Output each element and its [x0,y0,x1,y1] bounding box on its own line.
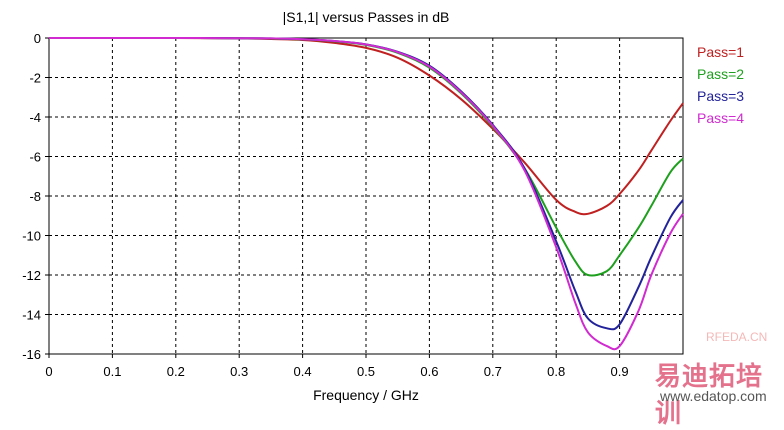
x-tick-label: 0 [45,364,52,379]
legend-entry: Pass=4 [697,110,744,126]
x-axis-ticks: 0 0.1 0.2 0.3 0.4 0.5 0.6 0.7 0.8 0.9 [45,354,629,379]
series-line-pass-4 [48,37,684,351]
y-tick-label: -16 [22,347,41,362]
chart-svg: |S1,1| versus Passes in dB 0 -2 -4 -6 -8 -10 -… [22,9,744,403]
x-tick-label: 0.4 [294,364,312,379]
y-tick-label: -8 [29,189,41,204]
y-tick-label: -10 [22,229,41,244]
gridlines [49,38,683,354]
y-tick-label: -12 [22,268,41,283]
legend-entry: Pass=1 [697,44,744,60]
x-tick-label: 0.3 [230,364,248,379]
x-axis-label: Frequency / GHz [313,387,419,403]
watermark-url-text: www.edatop.com [660,388,767,404]
y-tick-label: -4 [29,110,41,125]
x-tick-label: 0.5 [357,364,375,379]
x-tick-label: 0.1 [103,364,121,379]
legend-entry: Pass=3 [697,88,744,104]
x-tick-label: 0.2 [167,364,185,379]
legend-entry: Pass=2 [697,66,744,82]
y-tick-label: -2 [29,71,41,86]
x-tick-label: 0.9 [611,364,629,379]
series-lines [48,36,684,351]
y-tick-label: -6 [29,150,41,165]
x-tick-label: 0.7 [484,364,502,379]
watermark-rf-text: RFEDA.CN [706,330,768,344]
legend: Pass=1 Pass=2 Pass=3 Pass=4 [697,44,744,126]
chart-title: |S1,1| versus Passes in dB [283,9,450,25]
x-tick-label: 0.6 [420,364,438,379]
y-tick-label: -14 [22,308,41,323]
series-line-pass-2 [48,37,684,277]
y-tick-label: 0 [34,31,41,46]
x-tick-label: 0.8 [547,364,565,379]
y-axis-ticks: 0 -2 -4 -6 -8 -10 -12 -14 -16 [22,31,49,362]
